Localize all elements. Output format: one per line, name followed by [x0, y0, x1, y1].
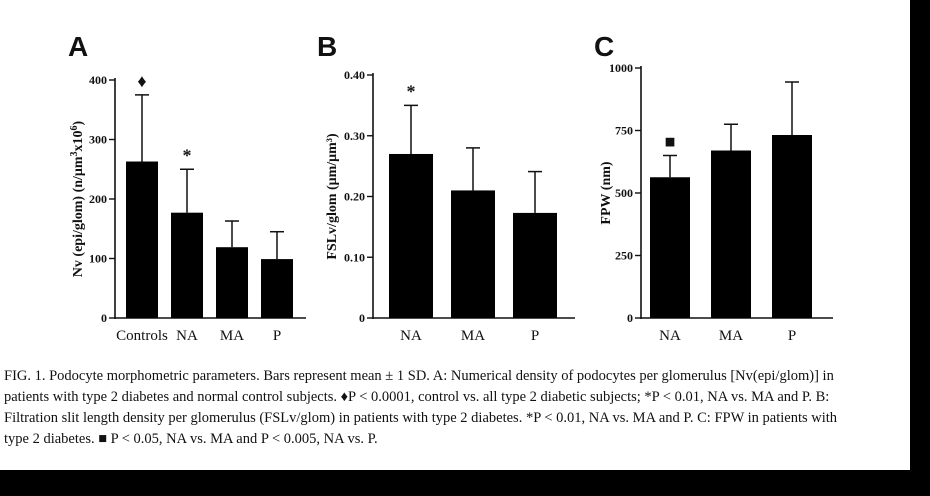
- panel-b-y-tick-label: 0.30: [344, 129, 365, 143]
- panel-b-y-tick-label: 0.10: [344, 250, 365, 264]
- panel-a-y-axis-title-part: Nv (epi/glom) (n/μm: [71, 156, 86, 277]
- panel-b-bar: [513, 212, 557, 318]
- panel-a-y-axis-title-part: ): [71, 120, 86, 125]
- panel-b-y-tick-label: 0.40: [344, 68, 365, 82]
- panel-b-category-label: NA: [400, 328, 422, 344]
- panel-a-y-tick-label: 0: [101, 311, 107, 325]
- panel-b-chart: B 0 0.10 0.20 0.30 0.40 * NA MA P FSLv/glom (μm/μm…: [317, 31, 575, 344]
- panel-c-y-tick-label: 250: [615, 249, 633, 263]
- panel-a-y-tick-label: 200: [89, 192, 107, 206]
- panel-c-bar: [711, 150, 751, 318]
- panel-b-bar: [451, 190, 495, 318]
- panel-c-y-tick-label: 1000: [609, 61, 633, 75]
- panel-a-category-label: Controls: [116, 328, 168, 344]
- caption-line-1: FIG. 1. Podocyte morphometric parameters…: [4, 368, 834, 384]
- panel-a-y-axis-title-part: 6: [69, 125, 80, 130]
- panel-c-bar: [772, 135, 812, 318]
- panel-a-chart: A 0 100 200 300 400 ♦ Controls * NA MA P Nv (epi/glo…: [68, 31, 306, 344]
- panel-c-letter: C: [594, 31, 614, 62]
- panel-a-significance-marker: *: [183, 145, 192, 165]
- caption-line-3: Filtration slit length density per glome…: [4, 410, 838, 426]
- panel-a-category-label: NA: [176, 328, 198, 344]
- panel-b-bar: [389, 153, 433, 318]
- panel-b-y-tick-label: 0.20: [344, 190, 365, 204]
- panel-a-y-axis-title: Nv (epi/glom) (n/μm3x106): [69, 120, 87, 277]
- figure-caption: FIG. 1. Podocyte morphometric parameters…: [4, 366, 904, 450]
- panel-a-bar: [261, 259, 293, 318]
- panel-c-y-tick-label: 0: [627, 311, 633, 325]
- panel-a-y-axis-title-part: x10: [71, 130, 86, 151]
- panel-a-y-tick-label: 300: [89, 133, 107, 147]
- panel-c-chart: C 0 250 500 750 1000 ■ NA MA P FPW (nm): [594, 31, 833, 344]
- panel-a-y-tick-label: 400: [89, 73, 107, 87]
- panel-a-bar: [126, 161, 158, 318]
- panel-c-significance-marker: ■: [665, 132, 676, 152]
- panel-c-bar: [650, 177, 690, 318]
- panel-a-bar: [216, 247, 248, 318]
- panel-c-category-label: MA: [719, 328, 743, 344]
- panel-b-y-tick-label: 0: [359, 311, 365, 325]
- panel-a-significance-marker: ♦: [137, 71, 146, 91]
- panel-a-bar: [171, 212, 203, 318]
- panel-b-significance-marker: *: [407, 81, 416, 101]
- figure-panel: A 0 100 200 300 400 ♦ Controls * NA MA P Nv (epi/glo…: [0, 0, 910, 470]
- panel-b-category-label: MA: [461, 328, 485, 344]
- panel-c-category-label: P: [788, 328, 796, 344]
- panel-c-y-axis-title: FPW (nm): [599, 161, 614, 224]
- panel-a-y-axis-title-part: 3: [69, 151, 80, 156]
- panel-b-y-axis-title: FSLv/glom (μm/μm³): [325, 133, 340, 260]
- caption-line-2: patients with type 2 diabetes and normal…: [4, 389, 830, 405]
- panel-a-letter: A: [68, 31, 88, 62]
- panel-a-y-tick-label: 100: [89, 252, 107, 266]
- panel-c-category-label: NA: [659, 328, 681, 344]
- caption-line-4: type 2 diabetes. ■ P < 0.05, NA vs. MA a…: [4, 431, 378, 447]
- panel-b-letter: B: [317, 31, 337, 62]
- panel-a-category-label: P: [273, 328, 281, 344]
- panel-c-y-tick-label: 500: [615, 186, 633, 200]
- panel-c-y-tick-label: 750: [615, 124, 633, 138]
- panel-b-category-label: P: [531, 328, 539, 344]
- panel-a-category-label: MA: [220, 328, 244, 344]
